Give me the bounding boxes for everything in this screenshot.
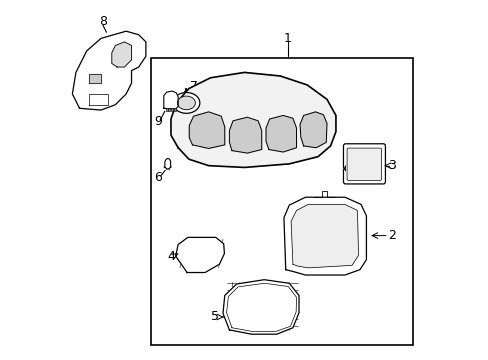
Polygon shape xyxy=(265,116,296,152)
Polygon shape xyxy=(175,237,224,273)
Text: 8: 8 xyxy=(99,15,107,28)
Polygon shape xyxy=(229,117,261,153)
Text: 4: 4 xyxy=(167,249,175,262)
Polygon shape xyxy=(112,42,131,67)
FancyBboxPatch shape xyxy=(343,144,385,184)
Text: 6: 6 xyxy=(154,171,162,184)
Text: 7: 7 xyxy=(190,80,198,93)
Polygon shape xyxy=(88,74,101,83)
Text: 2: 2 xyxy=(387,229,395,242)
FancyBboxPatch shape xyxy=(346,148,381,180)
Ellipse shape xyxy=(177,96,195,110)
Polygon shape xyxy=(88,94,108,105)
Polygon shape xyxy=(189,112,224,148)
Text: 3: 3 xyxy=(387,159,395,172)
Polygon shape xyxy=(290,204,358,268)
Text: 9: 9 xyxy=(153,116,162,129)
Polygon shape xyxy=(163,91,178,109)
Text: 5: 5 xyxy=(211,310,219,324)
Bar xyxy=(171,108,173,111)
Polygon shape xyxy=(344,166,345,171)
Bar xyxy=(168,108,170,111)
Polygon shape xyxy=(223,280,298,334)
Bar xyxy=(151,58,412,345)
Bar xyxy=(165,108,167,111)
Polygon shape xyxy=(171,72,335,167)
Bar xyxy=(174,108,176,111)
Ellipse shape xyxy=(173,93,200,113)
Polygon shape xyxy=(72,31,145,110)
Polygon shape xyxy=(300,112,326,148)
Text: 1: 1 xyxy=(283,32,291,45)
Polygon shape xyxy=(284,197,366,275)
Polygon shape xyxy=(164,158,170,169)
